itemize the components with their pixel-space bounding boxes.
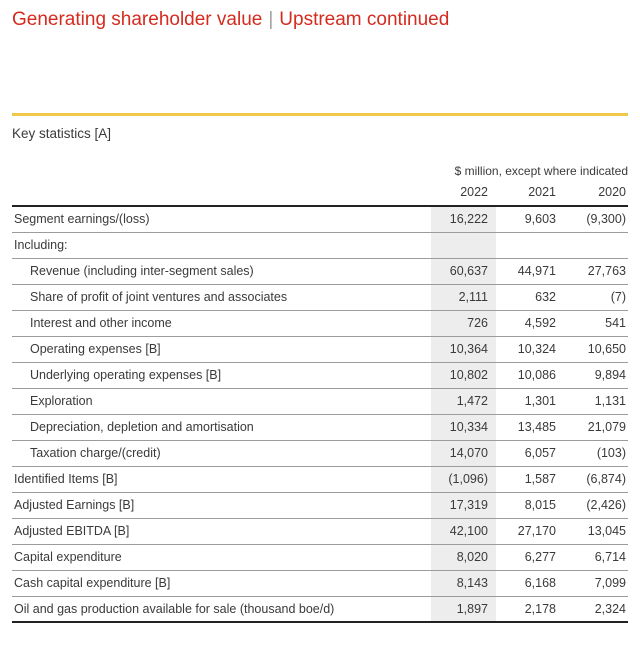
row-label: Underlying operating expenses [B] (12, 362, 431, 389)
value-2022: 2,111 (431, 284, 496, 311)
unit-note: $ million, except where indicated (454, 164, 628, 178)
value-2020: (9,300) (566, 206, 628, 233)
value-2021: 632 (496, 284, 566, 311)
table-body: Segment earnings/(loss) 16,222 9,603 (9,… (12, 206, 628, 623)
row-label: Capital expenditure (12, 544, 431, 571)
row-label: Revenue (including inter-segment sales) (12, 258, 431, 285)
value-2021: 10,324 (496, 336, 566, 363)
value-2022: (1,096) (431, 466, 496, 493)
value-2021: 6,168 (496, 570, 566, 597)
table-row: Segment earnings/(loss) 16,222 9,603 (9,… (12, 206, 628, 233)
value-2020: (103) (566, 440, 628, 467)
table-row: Operating expenses [B] 10,364 10,324 10,… (12, 336, 628, 363)
column-header-2021: 2021 (496, 185, 566, 207)
row-label: Segment earnings/(loss) (12, 206, 431, 233)
row-label: Adjusted Earnings [B] (12, 492, 431, 519)
table-row: Cash capital expenditure [B] 8,143 6,168… (12, 570, 628, 597)
column-header-2022: 2022 (431, 185, 496, 207)
row-label: Taxation charge/(credit) (12, 440, 431, 467)
value-2021: 2,178 (496, 596, 566, 623)
row-label: Exploration (12, 388, 431, 415)
value-2022: 10,802 (431, 362, 496, 389)
value-2022: 14,070 (431, 440, 496, 467)
value-2020: 13,045 (566, 518, 628, 545)
table-row: Share of profit of joint ventures and as… (12, 284, 628, 311)
table-row: Underlying operating expenses [B] 10,802… (12, 362, 628, 389)
value-2021: 9,603 (496, 206, 566, 233)
row-label: Identified Items [B] (12, 466, 431, 493)
value-2020: 541 (566, 310, 628, 337)
row-label: Cash capital expenditure [B] (12, 570, 431, 597)
value-2020: (2,426) (566, 492, 628, 519)
row-label: Oil and gas production available for sal… (12, 596, 431, 623)
table-row: Interest and other income 726 4,592 541 (12, 310, 628, 337)
table-row: Adjusted EBITDA [B] 42,100 27,170 13,045 (12, 518, 628, 545)
value-2022 (431, 232, 496, 259)
value-2022: 42,100 (431, 518, 496, 545)
table-row: Depreciation, depletion and amortisation… (12, 414, 628, 441)
value-2022: 16,222 (431, 206, 496, 233)
row-label: Depreciation, depletion and amortisation (12, 414, 431, 441)
value-2020: 1,131 (566, 388, 628, 415)
table-row: Including: (12, 232, 628, 259)
value-2021 (496, 232, 566, 259)
value-2020: 9,894 (566, 362, 628, 389)
value-2021: 13,485 (496, 414, 566, 441)
value-2022: 1,472 (431, 388, 496, 415)
value-2021: 1,587 (496, 466, 566, 493)
value-2021: 10,086 (496, 362, 566, 389)
table-row: Taxation charge/(credit) 14,070 6,057 (1… (12, 440, 628, 467)
column-header-empty (12, 185, 431, 207)
value-2020: (6,874) (566, 466, 628, 493)
value-2022: 10,334 (431, 414, 496, 441)
value-2022: 1,897 (431, 596, 496, 623)
value-2021: 44,971 (496, 258, 566, 285)
table-row: Adjusted Earnings [B] 17,319 8,015 (2,42… (12, 492, 628, 519)
value-2022: 8,020 (431, 544, 496, 571)
value-2021: 6,277 (496, 544, 566, 571)
value-2022: 60,637 (431, 258, 496, 285)
row-label: Including: (12, 232, 431, 259)
value-2020: 21,079 (566, 414, 628, 441)
value-2021: 6,057 (496, 440, 566, 467)
row-label: Share of profit of joint ventures and as… (12, 284, 431, 311)
section-title: Key statistics [A] (12, 126, 112, 141)
row-label: Operating expenses [B] (12, 336, 431, 363)
value-2022: 726 (431, 310, 496, 337)
table-row: Exploration 1,472 1,301 1,131 (12, 388, 628, 415)
value-2020: 7,099 (566, 570, 628, 597)
key-statistics-table: 2022 2021 2020 Segment earnings/(loss) 1… (12, 185, 628, 623)
value-2021: 1,301 (496, 388, 566, 415)
title-separator: | (268, 9, 274, 30)
value-2022: 8,143 (431, 570, 496, 597)
value-2020: 6,714 (566, 544, 628, 571)
value-2020: 2,324 (566, 596, 628, 623)
value-2020: 10,650 (566, 336, 628, 363)
row-label: Interest and other income (12, 310, 431, 337)
page-title-part2: Upstream continued (279, 9, 450, 30)
value-2020: 27,763 (566, 258, 628, 285)
page-title-part1: Generating shareholder value (12, 9, 263, 30)
gold-divider (12, 113, 628, 116)
value-2021: 4,592 (496, 310, 566, 337)
column-header-2020: 2020 (566, 185, 628, 207)
row-label: Adjusted EBITDA [B] (12, 518, 431, 545)
page-title: Generating shareholder value | Upstream co… (0, 0, 640, 32)
table-header-row: 2022 2021 2020 (12, 185, 628, 207)
table-row: Capital expenditure 8,020 6,277 6,714 (12, 544, 628, 571)
table-row: Revenue (including inter-segment sales) … (12, 258, 628, 285)
value-2022: 17,319 (431, 492, 496, 519)
table-row: Oil and gas production available for sal… (12, 596, 628, 623)
value-2021: 27,170 (496, 518, 566, 545)
value-2022: 10,364 (431, 336, 496, 363)
table-row: Identified Items [B] (1,096) 1,587 (6,87… (12, 466, 628, 493)
value-2020: (7) (566, 284, 628, 311)
value-2020 (566, 232, 628, 259)
value-2021: 8,015 (496, 492, 566, 519)
